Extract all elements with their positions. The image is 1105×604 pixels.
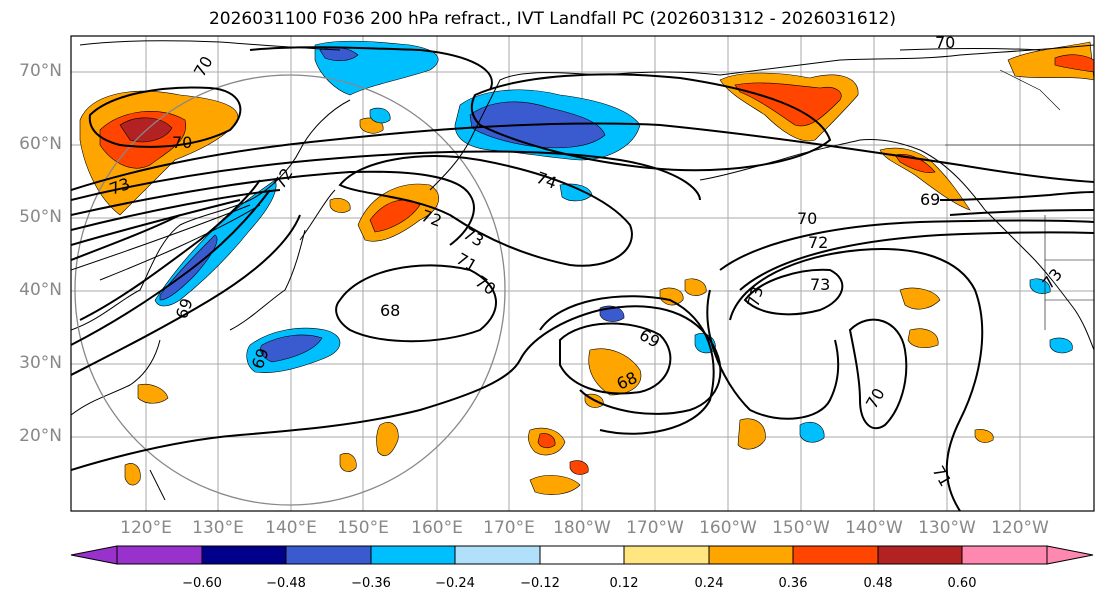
- lat-label: 20°N: [19, 426, 62, 446]
- lat-label: 70°N: [19, 61, 62, 81]
- colorbar-tick-label: −0.24: [435, 576, 475, 591]
- colorbar-tick-label: 0.36: [778, 576, 808, 591]
- lon-label: 170°E: [483, 518, 535, 538]
- lon-label: 160°E: [411, 518, 463, 538]
- colorbar-tick-label: 0.24: [694, 576, 724, 591]
- colorbar: [70, 545, 1094, 565]
- colorbar-tick-label: 0.12: [609, 576, 639, 591]
- lat-label: 40°N: [19, 280, 62, 300]
- map-title: 2026031100 F036 200 hPa refract., IVT La…: [208, 9, 896, 29]
- lat-label: 60°N: [19, 134, 62, 154]
- colorbar-tick-label: −0.60: [182, 576, 222, 591]
- contour-label: 73: [744, 284, 768, 309]
- lon-label: 130°E: [192, 518, 244, 538]
- colorbar-tick-label: 0.60: [947, 576, 977, 591]
- contour-label: 70: [797, 209, 817, 228]
- lon-label: 150°W: [772, 518, 830, 538]
- boundaries: [945, 69, 1094, 330]
- colorbar-tick-label: −0.12: [520, 576, 560, 591]
- colorbar-over-arrow: [1046, 545, 1094, 565]
- lon-label: 120°W: [991, 518, 1049, 538]
- lat-label: 50°N: [19, 207, 62, 227]
- lon-label: 130°W: [918, 518, 976, 538]
- range-circle: [74, 74, 506, 506]
- colorbar-under-arrow: [70, 545, 118, 565]
- lon-label: 160°W: [699, 518, 757, 538]
- contour-label: 68: [380, 301, 400, 320]
- contour-label: 69: [920, 190, 940, 209]
- lon-label: 140°E: [265, 518, 317, 538]
- lat-label: 30°N: [19, 353, 62, 373]
- colorbar-tick-label: −0.36: [351, 576, 391, 591]
- positive-fill-regions: [79, 41, 1094, 495]
- lon-label: 150°E: [337, 518, 389, 538]
- lon-label: 120°E: [120, 518, 172, 538]
- lon-label: 170°W: [626, 518, 684, 538]
- contour-label: 73: [810, 275, 830, 294]
- gridlines: [71, 36, 1094, 511]
- colorbar-tick-label: 0.48: [863, 576, 893, 591]
- map-frame: [70, 35, 1095, 512]
- lon-label: 140°W: [845, 518, 903, 538]
- contour-label: 70: [935, 33, 955, 52]
- contour-label: 72: [808, 233, 828, 252]
- contour-label: 70: [172, 133, 192, 152]
- contour-lines: [71, 46, 1094, 511]
- colorbar-tick-label: −0.48: [266, 576, 306, 591]
- lon-label: 180°W: [553, 518, 611, 538]
- contour-lines-thin: [71, 48, 1041, 281]
